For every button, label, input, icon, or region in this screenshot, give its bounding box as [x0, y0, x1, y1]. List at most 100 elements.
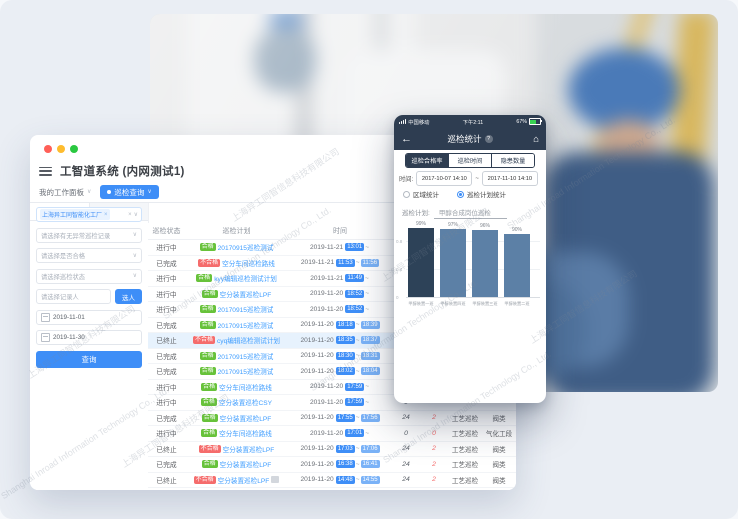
table-row[interactable]: 进行中 合格 空分装置巡检CSY 2019-11-20 17:59 ~ 0 — [148, 395, 516, 411]
table-row[interactable]: 已终止 不合格 空分装置巡检LPF 2019-11-20 17:03 ~ 17:… — [148, 442, 516, 457]
table-row[interactable]: 已终止 不合格 空分装置巡检LPF 2019-11-20 14:48 ~ 14:… — [148, 473, 516, 488]
table-row[interactable]: 进行中 合格 20170915巡检测试 2019-11-20 18:52 ~ 0 — [148, 302, 516, 318]
worker-helmet-large — [568, 48, 680, 132]
plan-link[interactable]: 空分装置巡检LPF — [222, 446, 275, 454]
recorder-input[interactable]: 请选择记录人 — [36, 289, 111, 304]
plan-link[interactable]: cyq编辑巡检测试计划 — [217, 338, 281, 346]
factory-select[interactable]: 上海异工同智能化工厂 × × ∨ — [36, 207, 142, 222]
tilde-separator: ~ — [365, 429, 370, 437]
plan-link[interactable]: 空分车间巡检路线 — [222, 260, 275, 268]
pass-rate-bar-chart: 0.8 0.4 0 99% 97% 96% 90% 甲醇装置一班 甲醇装置四班 甲醇装置三班甲… — [394, 219, 546, 315]
plan-link[interactable]: 20170915巡检测试 — [217, 307, 274, 315]
segmented-control: 巡检合格率 巡检时间 隐患数量 — [405, 153, 535, 168]
row-status: 已终止 — [156, 477, 177, 485]
remove-tag-icon[interactable]: × — [104, 211, 108, 218]
start-time-chip: 18:02 — [335, 367, 355, 376]
plan-link[interactable]: 空分装置巡检LPF — [219, 415, 272, 423]
query-button[interactable]: 查询 — [36, 350, 142, 368]
table-row[interactable]: 已完成 不合格 空分车间巡检路线 2019-11-21 11:53 ~ 11:5… — [148, 256, 516, 271]
segment-pass-rate[interactable]: 巡检合格率 — [406, 154, 448, 167]
plan-link[interactable]: 20170915巡检测试 — [217, 322, 274, 330]
plan-label: 巡检计划: — [402, 210, 430, 217]
plan-link[interactable]: 空分装置巡检CSY — [218, 400, 273, 408]
filled-count: 24 — [402, 445, 410, 453]
start-time-chip: 17:59 — [345, 382, 365, 391]
abnormal-record-select[interactable]: 请选择有无异常巡检记录 ∨ — [36, 227, 142, 243]
filled-count: 24 — [402, 476, 410, 484]
row-status: 已完成 — [156, 462, 177, 470]
result-tag: 合格 — [200, 398, 217, 407]
plan-link[interactable]: 空分车间巡检路线 — [219, 431, 272, 439]
table-row[interactable]: 已完成 合格 空分装置巡检LPF 2019-11-20 17:55 ~ 17:5… — [148, 411, 516, 426]
page-title: 工智道系统 (内网测试1) — [60, 166, 185, 178]
phone-date-end[interactable]: 2017-11-10 14:10 — [481, 171, 538, 186]
status-select[interactable]: 请选择巡检状态 ∨ — [36, 268, 142, 284]
carrier-label: 中国移动 — [408, 119, 430, 126]
row-date: 2019-11-20 — [309, 383, 344, 391]
plan-link[interactable]: 20170915巡检测试 — [217, 353, 274, 361]
filter-sidebar: 巡检 随机 上海异工同智能化工厂 × × ∨ 请选择有无异常巡检记录 ∨ — [30, 203, 149, 490]
tab-inspection-query[interactable]: 巡检查询 ∨ — [100, 185, 159, 199]
start-time-chip: 11:53 — [336, 258, 355, 267]
pick-person-button[interactable]: 选人 — [115, 289, 142, 304]
tab-workspace[interactable]: 我的工作面板 ∨ — [39, 187, 92, 197]
row-status: 已完成 — [156, 260, 177, 268]
zoom-button[interactable] — [70, 145, 78, 153]
tilde-separator: ~ — [355, 476, 360, 484]
date-end-input[interactable]: 2019-11-30 — [36, 330, 142, 345]
plan-link[interactable]: 空分装置巡检LPF — [219, 462, 272, 470]
x-axis — [406, 297, 540, 298]
plan-link[interactable]: 空分车间巡检路线 — [219, 384, 272, 392]
table-row[interactable]: 进行中 合格 空分车间巡检路线 2019-11-20 17:01 ~ 0 0 工… — [148, 426, 516, 442]
tilde-separator: ~ — [355, 367, 360, 375]
phone-date-start[interactable]: 2017-10-07 14:10 — [416, 171, 473, 186]
chart-categories: 甲醇装置一班 甲醇装置四班 甲醇装置三班 甲醇装置二班 — [408, 301, 530, 307]
y-tick-label: 0.4 — [396, 266, 403, 272]
table-row[interactable]: 已完成 合格 20170915巡检测试 2019-11-20 18:02 ~ 1… — [148, 364, 516, 380]
plan-link[interactable]: 空分装置巡检LPF — [217, 477, 270, 485]
table-row[interactable]: 已完成 合格 20170915巡检测试 2019-11-20 18:18 ~ 1… — [148, 318, 516, 333]
radio-plan-stats[interactable]: 巡检计划统计 — [457, 189, 506, 199]
minimize-button[interactable] — [57, 145, 65, 153]
plan-link[interactable]: kyy编辑巡检测试计划 — [214, 276, 277, 284]
bar-3: 90% — [504, 219, 530, 297]
row-date: 2019-11-20 — [300, 460, 334, 468]
inspection-area: 阀类 — [492, 477, 506, 485]
clear-icon[interactable]: × — [128, 211, 132, 218]
tilde-separator: ~ — [355, 414, 360, 422]
radio-region-stats[interactable]: 区域统计 — [403, 189, 439, 199]
tilde-separator: ~ — [365, 383, 370, 391]
segment-inspection-time[interactable]: 巡检时间 — [448, 154, 491, 167]
end-time-chip: 14:55 — [360, 475, 380, 484]
table-row[interactable]: 已完成 合格 空分装置巡检LPF 2019-11-20 16:38 ~ 16:4… — [148, 457, 516, 473]
plan-value-input[interactable]: 甲醇合成岗位巡检 — [433, 207, 507, 219]
plan-link[interactable]: 空分装置巡检LPF — [219, 291, 272, 299]
tab-strip: 我的工作面板 ∨ 巡检查询 ∨ — [30, 182, 516, 203]
battery-icon — [528, 118, 542, 125]
row-date: 2019-11-20 — [309, 305, 344, 313]
qualified-select[interactable]: 请选择是否合格 ∨ — [36, 248, 142, 263]
tilde-separator: ~ — [355, 445, 360, 453]
segment-hazard-count[interactable]: 隐患数量 — [491, 154, 534, 167]
radio-icon — [457, 190, 464, 198]
home-icon[interactable]: ⌂ — [533, 133, 539, 145]
result-tag: 合格 — [199, 243, 216, 252]
row-status: 进行中 — [156, 431, 177, 439]
window-controls — [44, 145, 78, 153]
end-time-chip: 18:39 — [360, 320, 380, 329]
result-tag: 合格 — [199, 351, 216, 360]
back-icon[interactable]: ← — [401, 132, 412, 145]
plan-link[interactable]: 20170915巡检测试 — [217, 245, 274, 253]
extra-tag — [271, 476, 280, 484]
start-time-chip: 17:03 — [335, 444, 355, 453]
signal-bars-icon — [399, 119, 407, 124]
hamburger-menu-icon[interactable] — [39, 166, 52, 176]
date-start-input[interactable]: 2019-11-01 — [36, 309, 142, 325]
close-button[interactable] — [44, 145, 52, 153]
plan-link[interactable]: 20170915巡检测试 — [217, 369, 274, 377]
phone-page-title: 巡检统计 — [447, 134, 482, 144]
inspection-type: 工艺巡检 — [451, 477, 479, 485]
table-row[interactable]: 进行中 合格 20170915巡检测试 2019-11-21 13:01 ~ 0 — [148, 240, 516, 256]
tilde-separator: ~ — [365, 290, 370, 298]
help-icon[interactable]: ? — [484, 135, 493, 143]
